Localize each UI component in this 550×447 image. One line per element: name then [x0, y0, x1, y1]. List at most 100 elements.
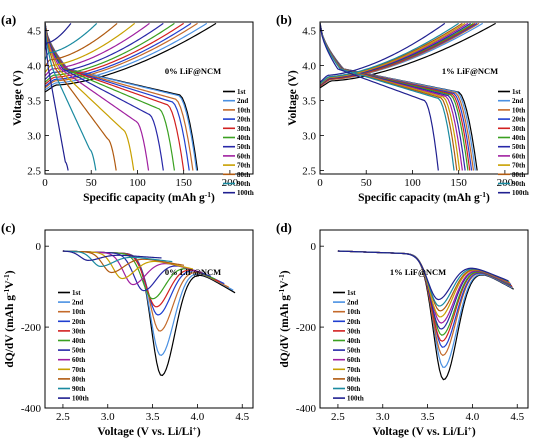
legend-entry-60th: 60th — [237, 152, 250, 160]
curves — [320, 22, 496, 171]
legend-entry-90th: 90th — [237, 180, 250, 188]
panel-c: 2.5 3.0 3.5 4.0 4.5 0 -200 -400 Voltage (V vs. L… — [1, 220, 254, 439]
legend-entry-90th: 90th — [72, 385, 85, 393]
y-tick-label: 4.5 — [302, 25, 316, 37]
curves — [62, 250, 236, 377]
charge-curve-1st — [320, 22, 496, 89]
dqdv-curve-30th — [337, 250, 513, 342]
legend-entry-60th: 60th — [512, 152, 525, 160]
sample-annotation: 0% LiF@NCM — [165, 66, 221, 76]
legend-entry-2nd: 2nd — [347, 299, 358, 307]
y-tick-label: 3.0 — [302, 130, 316, 142]
legend-entry-90th: 90th — [512, 180, 525, 188]
legend-entry-2nd: 2nd — [512, 97, 523, 105]
y-tick-label: 4.5 — [27, 25, 41, 37]
y-tick-label: 3.0 — [27, 130, 41, 142]
charge-curve-30th — [45, 22, 184, 85]
panel-label: (d) — [276, 220, 292, 235]
legend-entry-2nd: 2nd — [237, 97, 248, 105]
legend-entry-90th: 90th — [347, 385, 360, 393]
curves — [337, 250, 514, 381]
legend-entry-1st: 1st — [237, 88, 246, 96]
x-tick-label: 2.5 — [331, 411, 345, 423]
legend-entry-70th: 70th — [347, 366, 360, 374]
x-tick-label: 4.5 — [510, 411, 524, 423]
y-axis-label: Voltage (V) — [287, 70, 299, 126]
x-tick-label: 100 — [129, 177, 146, 189]
plot-frame — [319, 21, 529, 175]
legend-entry-50th: 50th — [72, 347, 85, 355]
legend-entry-40th: 40th — [512, 134, 525, 142]
legend: 1st2nd10th20th30th40th50th60th70th80th90… — [498, 88, 529, 197]
y-tick-label: -400 — [21, 403, 42, 415]
legend-entry-10th: 10th — [72, 308, 85, 316]
legend-entry-50th: 50th — [237, 143, 250, 151]
x-axis-label: Specific capacity (mAh g-1) — [83, 190, 215, 205]
legend-entry-80th: 80th — [237, 171, 250, 179]
charge-curve-90th — [45, 22, 98, 61]
discharge-curve-100th — [320, 23, 439, 171]
y-tick-label: 0 — [36, 241, 42, 253]
legend-entry-40th: 40th — [237, 134, 250, 142]
y-tick-label: 4.0 — [302, 60, 316, 72]
legend-entry-40th: 40th — [347, 337, 360, 345]
legend-entry-70th: 70th — [512, 162, 525, 170]
x-axis-label: Voltage (V vs. Li/Li+) — [372, 424, 476, 439]
charge-curve-20th — [45, 22, 192, 87]
x-tick-label: 4.0 — [191, 411, 205, 423]
y-tick-label: 3.5 — [302, 95, 316, 107]
x-axis-label: Voltage (V vs. Li/Li+) — [97, 424, 201, 439]
legend: 1st2nd10th20th30th40th50th60th70th80th90… — [223, 88, 254, 197]
x-tick-label: 0 — [42, 177, 48, 189]
legend-entry-10th: 10th — [237, 106, 250, 114]
legend-entry-1st: 1st — [512, 88, 521, 96]
x-tick-label: 4.5 — [235, 411, 249, 423]
legend-entry-2nd: 2nd — [72, 299, 83, 307]
legend-entry-80th: 80th — [72, 375, 85, 383]
dqdv-curve-40th — [337, 250, 512, 336]
charge-curve-100th — [320, 22, 446, 83]
legend-entry-100th: 100th — [237, 189, 254, 197]
sample-annotation: 0% LiF@NCM — [165, 267, 221, 277]
discharge-curve-30th — [320, 23, 471, 171]
legend-entry-20th: 20th — [72, 318, 85, 326]
legend-entry-30th: 30th — [72, 327, 85, 335]
legend-entry-20th: 20th — [512, 116, 525, 124]
dqdv-curve-90th — [62, 250, 173, 268]
charge-curve-80th — [45, 22, 118, 68]
y-tick-label: -200 — [21, 322, 42, 334]
legend-entry-1st: 1st — [72, 289, 81, 297]
x-tick-label: 3.0 — [101, 411, 115, 423]
x-tick-label: 50 — [86, 177, 98, 189]
dqdv-curve-90th — [337, 250, 510, 307]
legend-entry-20th: 20th — [347, 318, 360, 326]
sample-annotation: 1% LiF@NCM — [442, 66, 498, 76]
charge-curve-10th — [45, 22, 198, 89]
curves — [45, 22, 217, 171]
discharge-curve-70th — [45, 23, 135, 171]
y-axis-label: dQ/dV (mAh g-1V-1) — [2, 270, 17, 367]
plot-frame — [44, 21, 254, 175]
x-tick-label: 3.5 — [421, 411, 435, 423]
y-tick-label: 2.5 — [27, 165, 41, 177]
legend-entry-10th: 10th — [347, 308, 360, 316]
legend-entry-80th: 80th — [512, 171, 525, 179]
discharge-curve-90th — [45, 23, 97, 171]
x-tick-label: 3.5 — [146, 411, 160, 423]
charge-curve-10th — [320, 22, 480, 87]
legend-entry-40th: 40th — [72, 337, 85, 345]
y-axis-label: Voltage (V) — [12, 70, 24, 126]
x-tick-label: 4.0 — [466, 411, 480, 423]
legend-entry-50th: 50th — [512, 143, 525, 151]
charge-curve-100th — [45, 23, 72, 51]
legend-entry-1st: 1st — [347, 289, 356, 297]
discharge-curve-40th — [45, 23, 176, 171]
legend: 1st2nd10th20th30th40th50th60th70th80th90… — [58, 289, 89, 403]
legend: 1st2nd10th20th30th40th50th60th70th80th90… — [333, 289, 364, 403]
x-axis-label: Specific capacity (mAh g-1) — [358, 190, 490, 205]
discharge-curve-90th — [320, 23, 455, 171]
dqdv-curve-20th — [337, 250, 513, 348]
panel-label: (b) — [276, 12, 292, 27]
y-tick-label: 2.5 — [302, 165, 316, 177]
